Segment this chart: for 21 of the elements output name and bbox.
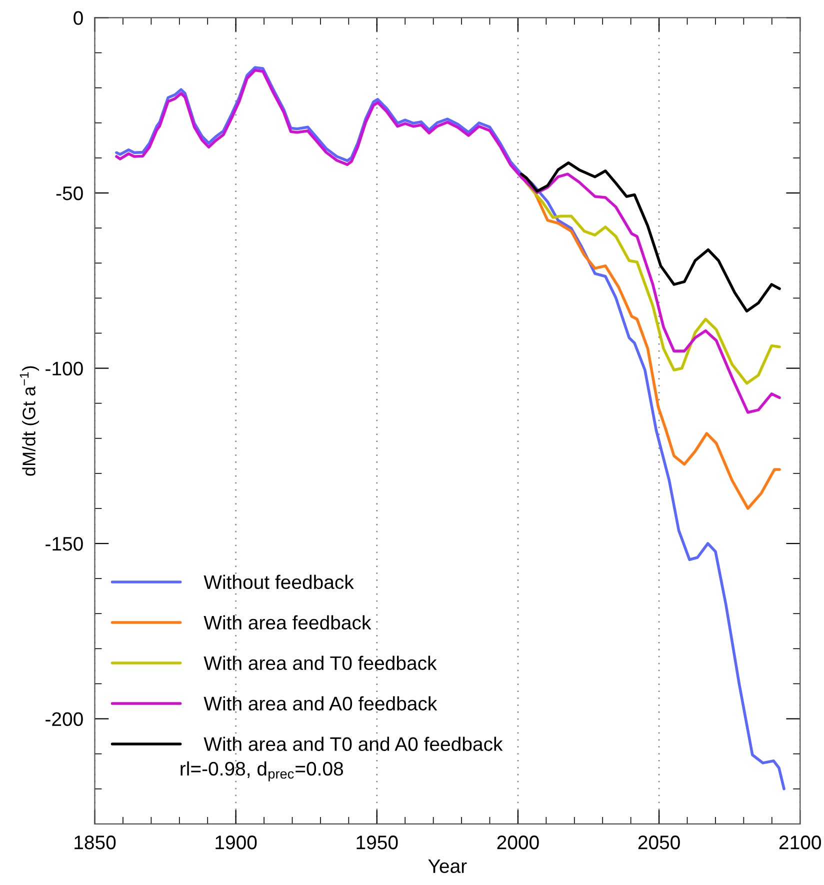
y-tick-label: -200 — [46, 712, 83, 726]
legend-label: With area and T0 and A0 feedback — [204, 736, 503, 751]
line-series — [115, 68, 781, 414]
annotation: rl=-0.98, d$_{prec}$=0.08 — [180, 761, 344, 782]
y-axis-title: dM/dt (Gt a$^{−1}$) — [20, 366, 39, 476]
legend-label: With area and T0 feedback — [204, 656, 437, 670]
x-tick-label: 2050 — [638, 836, 680, 850]
x-tick-label: 2000 — [497, 836, 539, 850]
y-tick-label: -150 — [46, 536, 83, 551]
y-tick-label: 0 — [74, 11, 83, 25]
legend-label: With area feedback — [204, 615, 372, 630]
x-tick-label: 1950 — [356, 836, 398, 850]
line-series — [520, 161, 781, 312]
legend-label: With area and A0 feedback — [204, 696, 438, 711]
y-tick-label: -50 — [56, 186, 83, 200]
x-tick-label: 1850 — [74, 836, 116, 850]
y-tick-label: -100 — [46, 362, 83, 376]
legend-label: Without feedback — [204, 574, 354, 590]
x-tick-label: 2100 — [779, 836, 821, 850]
x-axis-title: Year — [428, 859, 467, 874]
x-tick-label: 1900 — [216, 836, 257, 850]
